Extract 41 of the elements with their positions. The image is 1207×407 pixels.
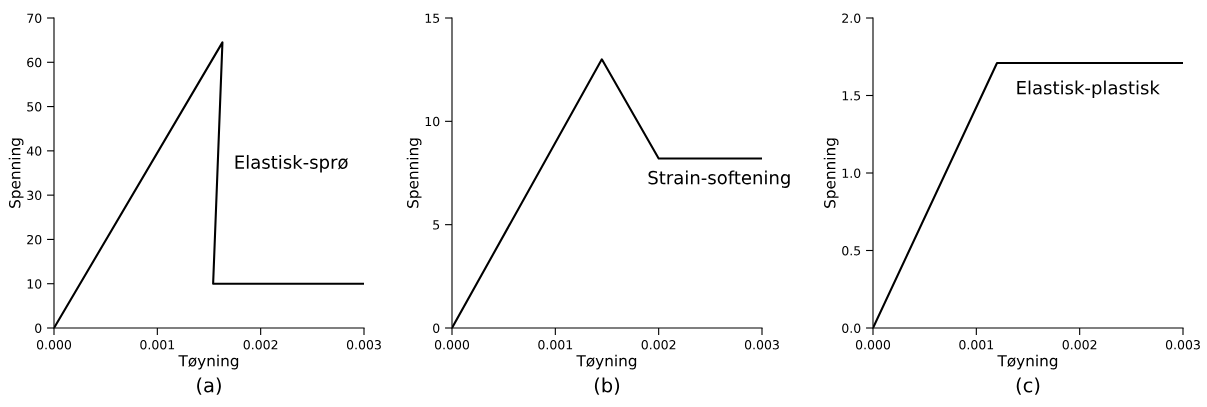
annotation: Elastisk-plastisk bbox=[1017, 80, 1160, 99]
y-tick-label: 40 bbox=[26, 146, 42, 156]
x-tick-label: 0.003 bbox=[744, 340, 779, 350]
x-tick-label: 0.000 bbox=[36, 340, 72, 350]
x-tick-label: 0.003 bbox=[346, 340, 381, 350]
y-tick-label: 15 bbox=[425, 13, 440, 23]
x-tick-label: 0.000 bbox=[434, 340, 470, 350]
x-tick-label: 0.001 bbox=[959, 340, 994, 350]
x-tick-label: 0.002 bbox=[641, 340, 676, 350]
text: (b) bbox=[594, 377, 620, 395]
y-tick-label: 50 bbox=[27, 102, 42, 112]
y-tick-label: 1.5 bbox=[842, 91, 861, 101]
x-tick-label: 0.001 bbox=[140, 340, 175, 350]
y-tick-label: 1.0 bbox=[842, 168, 861, 178]
y-tick-label: 0 bbox=[35, 323, 42, 333]
annotation: Strain-softening bbox=[648, 170, 790, 188]
x-tick-label: 0.002 bbox=[243, 340, 278, 350]
y-tick-label: 0.5 bbox=[842, 245, 861, 256]
y-tick-label: 0.0 bbox=[842, 323, 861, 333]
x-axis-title: Tøyning bbox=[997, 354, 1058, 370]
y-tick-label: 60 bbox=[27, 57, 42, 68]
y-tick-label: 2.0 bbox=[842, 13, 861, 23]
y-tick-label: 20 bbox=[27, 234, 42, 245]
y-tick-label: 70 bbox=[27, 13, 42, 23]
y-axis-title: Spenning bbox=[823, 138, 839, 208]
text: (c) bbox=[1016, 377, 1040, 395]
text: (a) bbox=[197, 377, 221, 395]
y-axis-title: Spenning bbox=[406, 138, 422, 208]
x-tick-label: 0.001 bbox=[538, 340, 573, 350]
x-tick-label: 0.000 bbox=[855, 340, 891, 350]
y-axis-title: Spenning bbox=[8, 138, 24, 208]
x-axis-title: Tøyning bbox=[576, 354, 637, 370]
y-tick-label: 30 bbox=[27, 190, 42, 201]
y-tick-label: 10 bbox=[27, 279, 42, 289]
x-tick-label: 0.002 bbox=[1062, 340, 1097, 350]
y-tick-label: 10 bbox=[425, 116, 440, 127]
y-tick-label: 5 bbox=[433, 220, 440, 230]
x-tick-label: 0.003 bbox=[1165, 340, 1200, 350]
annotation: Elastisk-sprø bbox=[235, 154, 348, 173]
x-axis-title: Tøyning bbox=[178, 354, 239, 370]
y-tick-label: 0 bbox=[433, 323, 440, 333]
